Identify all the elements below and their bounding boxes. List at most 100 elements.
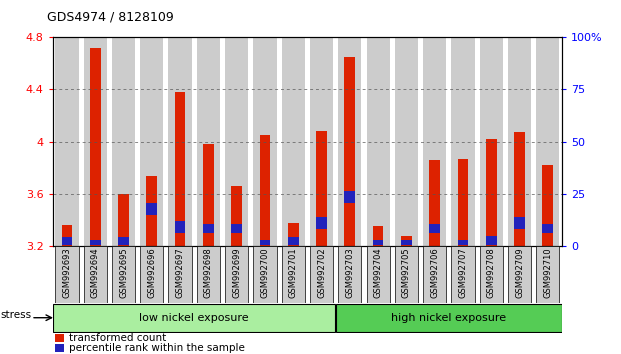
Text: GSM992703: GSM992703 <box>345 248 355 298</box>
Text: stress: stress <box>0 310 31 320</box>
Bar <box>508 37 531 246</box>
Text: GSM992696: GSM992696 <box>147 248 156 298</box>
Text: GDS4974 / 8128109: GDS4974 / 8128109 <box>47 11 173 24</box>
Bar <box>118 237 129 245</box>
Text: GSM992699: GSM992699 <box>232 248 241 298</box>
Bar <box>168 246 192 303</box>
Bar <box>253 37 276 246</box>
Bar <box>395 246 418 303</box>
Text: transformed count: transformed count <box>69 333 166 343</box>
Text: GSM992702: GSM992702 <box>317 248 326 298</box>
Bar <box>458 159 468 246</box>
Bar <box>373 227 384 246</box>
Bar <box>140 37 163 246</box>
Bar <box>486 139 497 246</box>
Text: GSM992693: GSM992693 <box>63 248 71 298</box>
Bar <box>225 246 248 303</box>
Bar <box>316 131 327 246</box>
Bar <box>451 37 474 246</box>
Bar <box>112 37 135 246</box>
Text: GSM992710: GSM992710 <box>543 248 552 298</box>
Text: GSM992704: GSM992704 <box>374 248 383 298</box>
Bar <box>260 135 270 246</box>
Text: GSM992695: GSM992695 <box>119 248 128 298</box>
Bar <box>147 203 157 215</box>
Bar <box>366 37 390 246</box>
Text: GSM992698: GSM992698 <box>204 248 213 298</box>
Bar <box>401 240 412 245</box>
Bar <box>288 223 299 246</box>
Bar <box>225 37 248 246</box>
Bar <box>282 246 305 303</box>
Bar <box>253 246 276 303</box>
Bar <box>345 191 355 203</box>
Bar <box>401 236 412 246</box>
Text: GSM992694: GSM992694 <box>91 248 100 298</box>
Bar <box>84 37 107 246</box>
Bar <box>112 246 135 303</box>
Bar <box>316 217 327 229</box>
Bar <box>373 240 384 245</box>
Text: percentile rank within the sample: percentile rank within the sample <box>69 343 245 353</box>
Text: GSM992697: GSM992697 <box>176 248 184 298</box>
Bar <box>55 344 65 352</box>
Bar <box>310 37 333 246</box>
Bar <box>288 237 299 245</box>
Bar <box>147 176 157 246</box>
Bar <box>537 37 560 246</box>
Text: high nickel exposure: high nickel exposure <box>391 313 506 323</box>
Bar <box>231 224 242 233</box>
Bar <box>486 236 497 245</box>
Text: GSM992701: GSM992701 <box>289 248 297 298</box>
Bar <box>53 304 335 332</box>
Bar <box>231 186 242 246</box>
Bar <box>197 246 220 303</box>
Text: GSM992705: GSM992705 <box>402 248 411 298</box>
Bar <box>203 144 214 246</box>
Bar <box>458 240 468 245</box>
Bar <box>366 246 390 303</box>
Bar <box>90 240 101 245</box>
Text: GSM992709: GSM992709 <box>515 248 524 298</box>
Bar <box>90 48 101 246</box>
Bar <box>175 92 186 246</box>
Text: low nickel exposure: low nickel exposure <box>140 313 249 323</box>
Bar <box>345 57 355 246</box>
Bar <box>543 165 553 246</box>
Bar <box>55 334 65 342</box>
Bar <box>423 246 446 303</box>
Bar <box>168 37 192 246</box>
Bar <box>479 37 503 246</box>
Bar <box>175 221 186 233</box>
Bar <box>118 194 129 246</box>
Text: GSM992707: GSM992707 <box>458 248 468 298</box>
Text: GSM992700: GSM992700 <box>260 248 270 298</box>
Bar <box>537 246 560 303</box>
Bar <box>543 224 553 233</box>
Bar <box>514 132 525 246</box>
Bar <box>260 240 270 245</box>
Bar <box>61 237 72 245</box>
Bar <box>84 246 107 303</box>
Bar <box>310 246 333 303</box>
Bar <box>429 224 440 233</box>
Bar <box>55 37 78 246</box>
Bar <box>451 246 474 303</box>
Bar <box>338 37 361 246</box>
Bar <box>395 37 418 246</box>
Bar <box>423 37 446 246</box>
Bar <box>61 225 72 246</box>
Bar <box>508 246 531 303</box>
Bar <box>429 160 440 246</box>
Bar <box>336 304 562 332</box>
Bar <box>282 37 305 246</box>
Bar <box>514 217 525 229</box>
Bar <box>140 246 163 303</box>
Text: GSM992706: GSM992706 <box>430 248 439 298</box>
Text: GSM992708: GSM992708 <box>487 248 496 298</box>
Bar <box>203 224 214 233</box>
Bar <box>479 246 503 303</box>
Bar <box>55 246 78 303</box>
Bar <box>197 37 220 246</box>
Bar <box>338 246 361 303</box>
